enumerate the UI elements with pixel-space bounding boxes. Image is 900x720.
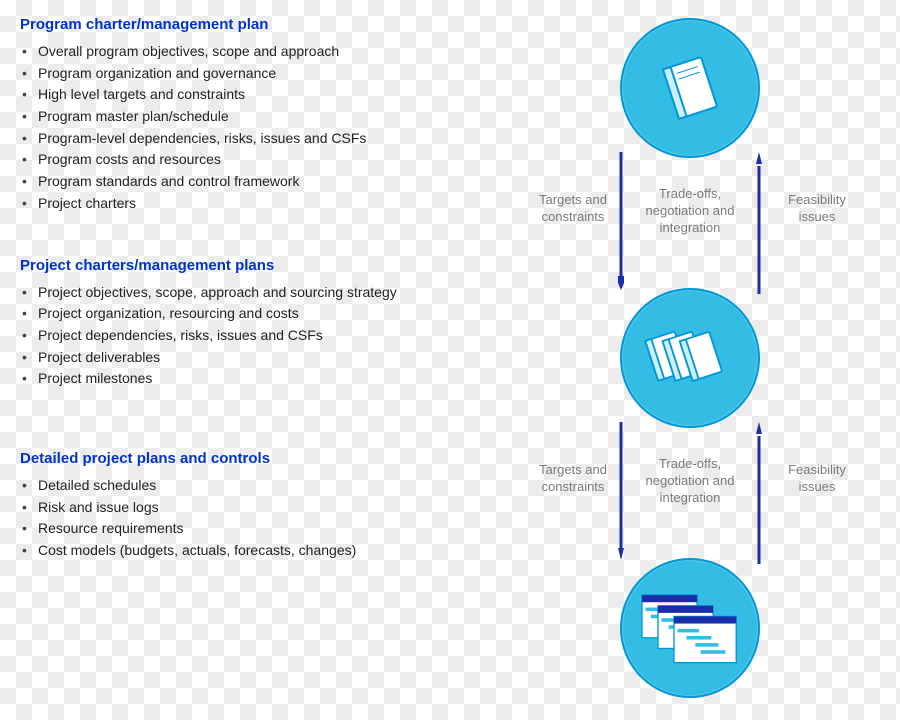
list-item: Program organization and governance — [22, 63, 480, 85]
section-title: Program charter/management plan — [20, 16, 480, 33]
flow-label-left: Targets and constraints — [528, 192, 618, 226]
list-item: Risk and issue logs — [22, 497, 480, 519]
list-item: Project objectives, scope, approach and … — [22, 282, 480, 304]
list-item: Resource requirements — [22, 518, 480, 540]
gantt-icon — [635, 588, 745, 668]
list-item: Overall program objectives, scope and ap… — [22, 41, 480, 63]
list-item: High level targets and constraints — [22, 84, 480, 106]
list-item: Project dependencies, risks, issues and … — [22, 325, 480, 347]
arrow-up-1 — [756, 152, 762, 294]
books-icon — [640, 313, 740, 403]
list-item: Project organization, resourcing and cos… — [22, 303, 480, 325]
section-title: Project charters/management plans — [20, 257, 480, 274]
section-title: Detailed project plans and controls — [20, 450, 480, 467]
node-details — [620, 558, 760, 698]
arrow-down-2 — [618, 422, 624, 564]
list-item: Project deliverables — [22, 347, 480, 369]
text-column: Program charter/management plan Overall … — [20, 16, 480, 604]
list-item: Project charters — [22, 193, 480, 215]
section-detailed-plans: Detailed project plans and controls Deta… — [20, 450, 480, 562]
list-item: Program costs and resources — [22, 149, 480, 171]
section-project-charters: Project charters/management plans Projec… — [20, 257, 480, 390]
section-program-charter: Program charter/management plan Overall … — [20, 16, 480, 215]
list-item: Detailed schedules — [22, 475, 480, 497]
node-program — [620, 18, 760, 158]
bullet-list: Detailed schedules Risk and issue logs R… — [20, 475, 480, 562]
bullet-list: Project objectives, scope, approach and … — [20, 282, 480, 390]
list-item: Program-level dependencies, risks, issue… — [22, 128, 480, 150]
bullet-list: Overall program objectives, scope and ap… — [20, 41, 480, 215]
node-projects — [620, 288, 760, 428]
flow-label-middle: Trade-offs, negotiation and integration — [634, 456, 746, 507]
book-icon — [650, 48, 730, 128]
list-item: Cost models (budgets, actuals, forecasts… — [22, 540, 480, 562]
flow-label-right: Feasibility issues — [772, 192, 862, 226]
flow-label-middle: Trade-offs, negotiation and integration — [634, 186, 746, 237]
list-item: Program standards and control framework — [22, 171, 480, 193]
arrow-down-1 — [618, 152, 624, 294]
arrow-up-2 — [756, 422, 762, 564]
list-item: Program master plan/schedule — [22, 106, 480, 128]
diagram-column: Targets and constraints Trade-offs, nego… — [490, 10, 890, 710]
flow-label-left: Targets and constraints — [528, 462, 618, 496]
list-item: Project milestones — [22, 368, 480, 390]
flow-label-right: Feasibility issues — [772, 462, 862, 496]
